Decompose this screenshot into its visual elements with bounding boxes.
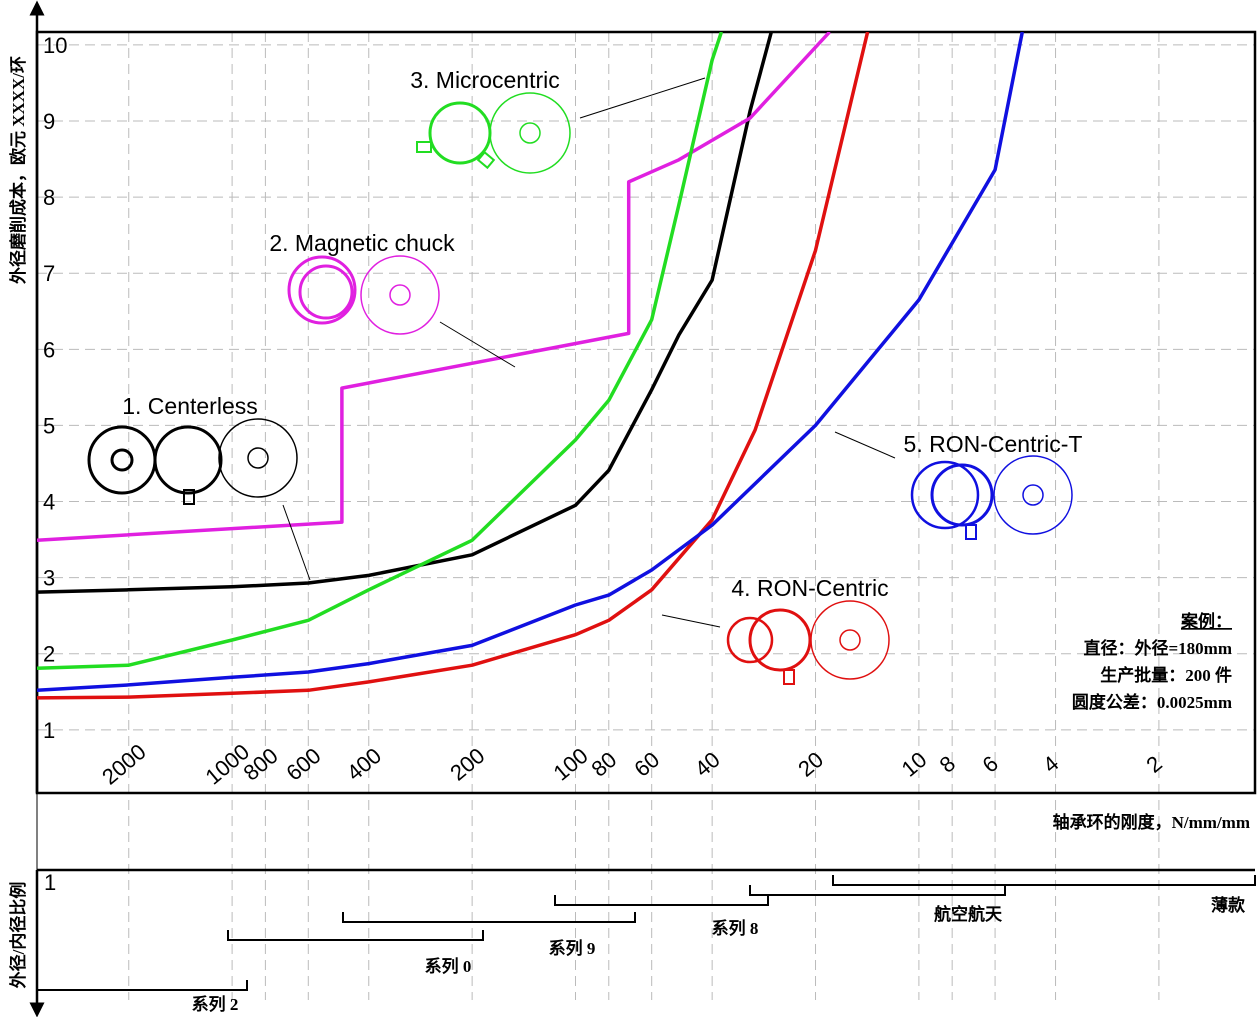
y-tick-label: 5 xyxy=(43,413,55,438)
series-label: 2. Magnetic chuck xyxy=(269,230,455,256)
ratio-band-label: 航空航天 xyxy=(934,904,1003,924)
example-line: 直径：外径=180mm xyxy=(1083,638,1232,658)
leader-line xyxy=(835,432,895,458)
y-tick-label: 3 xyxy=(43,566,55,591)
example-line: 生产批量：200 件 xyxy=(1100,665,1232,685)
y-tick-label: 2 xyxy=(43,642,55,667)
x-tick-label: 10 xyxy=(897,747,932,782)
y-tick-label: 9 xyxy=(43,109,55,134)
y-tick-label: 7 xyxy=(43,261,55,286)
ratio-band-label: 系列 9 xyxy=(549,938,596,958)
x-tick-label: 2000 xyxy=(97,739,151,790)
ratio-y-label: 外径/内径比例 xyxy=(8,882,28,989)
ratio-bracket xyxy=(37,980,247,990)
ratio-bracket xyxy=(750,885,1005,895)
icons xyxy=(89,93,1072,684)
ratio-band-label: 系列 2 xyxy=(192,994,239,1014)
y-tick-label: 10 xyxy=(43,33,67,58)
ratio-bracket xyxy=(343,912,635,922)
x-tick-label: 600 xyxy=(281,743,325,786)
y-tick-label: 1 xyxy=(43,718,55,743)
ratio-band-label: 系列 8 xyxy=(712,918,759,938)
leader-line xyxy=(580,78,705,118)
x-tick-label: 60 xyxy=(629,747,664,782)
ratio-bracket xyxy=(555,895,768,905)
x-tick-label: 8 xyxy=(935,751,960,778)
x-tick-label: 400 xyxy=(342,743,386,786)
ratio-bracket xyxy=(228,930,483,940)
series-label: 4. RON-Centric xyxy=(731,575,888,601)
x-tick-label: 2 xyxy=(1141,751,1166,778)
x-tick-label: 40 xyxy=(690,747,725,782)
ratio-band-label: 系列 0 xyxy=(425,956,472,976)
series-label: 5. RON-Centric-T xyxy=(904,431,1083,457)
ratio-bracket xyxy=(833,875,1255,885)
leader-line xyxy=(283,505,310,580)
series-label: 1. Centerless xyxy=(122,393,258,419)
grid xyxy=(37,32,1255,1000)
x-tick-label: 20 xyxy=(793,747,828,782)
ratio-y-tick: 1 xyxy=(44,870,56,895)
x-tick-label: 4 xyxy=(1038,751,1063,778)
x-tick-label: 6 xyxy=(978,751,1003,778)
leader-line xyxy=(662,615,720,627)
leader-line xyxy=(440,322,515,367)
y-tick-label: 4 xyxy=(43,490,55,515)
example-title: 案例： xyxy=(1180,611,1232,631)
chart: 外径磨削成本，欧元 XXXX/环 轴承环的刚度，N/mm/mm 案例： 直径：外… xyxy=(0,0,1258,1017)
y-tick-label: 6 xyxy=(43,337,55,362)
example-line: 圆度公差：0.0025mm xyxy=(1072,692,1232,712)
ratio-band-label: 薄款 xyxy=(1211,895,1246,915)
x-tick-label: 80 xyxy=(587,747,622,782)
y-axis-label: 外径磨削成本，欧元 XXXX/环 xyxy=(8,56,28,284)
x-tick-label: 100 xyxy=(549,743,593,786)
y-tick-label: 8 xyxy=(43,185,55,210)
series-line xyxy=(37,32,771,592)
x-tick-label: 200 xyxy=(445,743,489,786)
series-label: 3. Microcentric xyxy=(410,67,560,93)
x-axis-label: 轴承环的刚度，N/mm/mm xyxy=(1053,812,1250,832)
